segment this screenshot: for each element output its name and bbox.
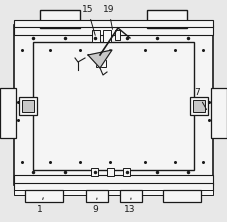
Text: 9: 9 [92,198,98,214]
Bar [147,10,187,28]
Bar [92,30,100,42]
Text: 1: 1 [37,198,43,214]
Bar [107,168,114,176]
Text: 7: 7 [194,88,207,110]
Bar [14,175,213,185]
Bar [190,97,208,115]
Bar [115,30,120,40]
Bar [19,97,37,115]
Bar [91,168,98,176]
Text: 19: 19 [103,5,114,29]
Bar [86,190,108,202]
Bar [193,100,205,112]
Bar [96,60,106,67]
Bar [14,25,213,35]
Bar [120,190,142,202]
Bar [25,190,63,202]
Bar [40,10,80,28]
Bar [211,88,227,138]
Bar [33,42,194,170]
Bar [22,100,34,112]
Polygon shape [88,50,112,68]
Bar [14,25,213,185]
Bar [14,183,213,191]
Text: 13: 13 [124,198,136,214]
Bar [14,20,213,27]
Bar [14,190,213,195]
Bar [0,88,16,138]
Bar [163,190,201,202]
Text: 15: 15 [82,5,95,35]
Bar [103,30,111,42]
Bar [123,168,130,176]
